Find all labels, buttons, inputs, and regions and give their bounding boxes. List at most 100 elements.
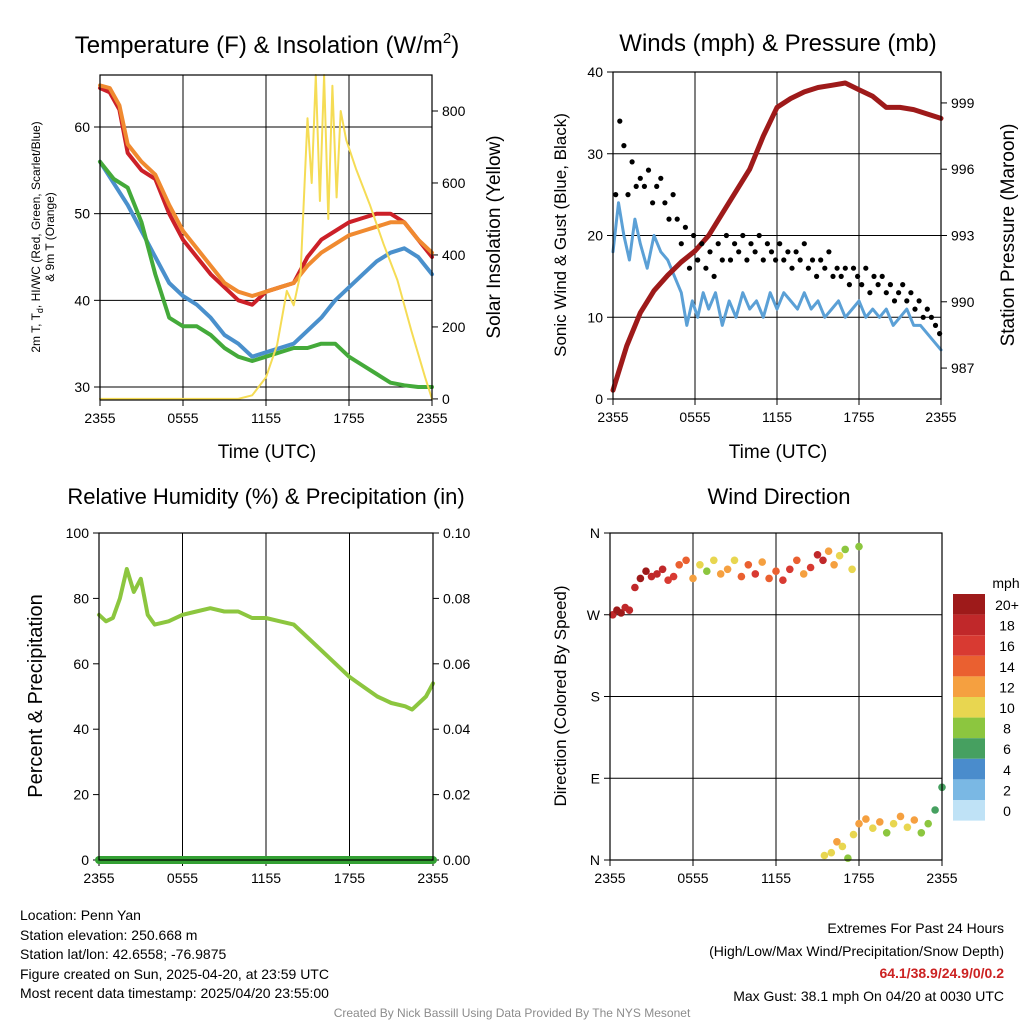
wind-ytick-label: 20 <box>587 228 603 244</box>
direction-point <box>903 823 912 832</box>
colorbar-label: 8 <box>1003 721 1011 737</box>
gust-point <box>777 241 783 247</box>
dir-xtick-label: 1155 <box>761 870 791 886</box>
gust-point <box>834 265 840 271</box>
direction-point <box>723 565 732 574</box>
credit-text: Created By Nick Bassill Using Data Provi… <box>333 1006 691 1020</box>
gust-point <box>678 241 684 247</box>
elevation-text: Station elevation: 250.668 m <box>20 926 198 943</box>
gust-point <box>879 273 885 279</box>
gust-point <box>904 298 910 304</box>
rh-xtick-label: 1155 <box>251 870 281 886</box>
colorbar-swatch <box>953 697 985 718</box>
temp-title-sup: 2 <box>443 30 451 47</box>
wind-y2tick-label: 993 <box>951 228 975 244</box>
temp-y2tick-label: 600 <box>442 175 466 191</box>
direction-point <box>744 561 753 569</box>
temp-title-tail: ) <box>451 32 459 59</box>
gust-point <box>912 306 918 312</box>
direction-point <box>751 570 760 578</box>
gust-point <box>814 273 820 279</box>
gust-point <box>805 265 812 271</box>
gust-point <box>736 249 742 255</box>
gust-point <box>670 192 676 198</box>
wind-xlabel: Time (UTC) <box>729 442 828 463</box>
rh-y2tick-label: 0.08 <box>443 590 470 606</box>
temp-ylabel-line1: 2m T, Td, HI/WC (Red, Green, Scarlet/Blu… <box>29 121 45 352</box>
wind-xtick-label: 0555 <box>679 409 710 425</box>
temp-xtick-label: 1155 <box>251 410 281 426</box>
gust-point <box>838 273 844 279</box>
temp-ylabel-right: Solar Insolation (Yellow) <box>484 135 505 338</box>
dir-ylabel: Direction (Colored By Speed) <box>551 585 570 806</box>
gust-point <box>830 273 836 279</box>
gust-point <box>740 232 746 239</box>
direction-point <box>617 609 625 617</box>
temp-series-insolation <box>99 74 433 400</box>
direction-point <box>838 842 847 851</box>
wind-ytick-label: 0 <box>595 391 603 407</box>
gust-point <box>613 192 619 198</box>
direction-point <box>786 565 794 574</box>
dir-ytick-label: N <box>590 525 600 541</box>
colorbar-swatch <box>953 614 985 636</box>
rh-xtick-label: 0555 <box>167 870 198 886</box>
direction-point <box>716 570 725 578</box>
gust-point <box>801 241 807 247</box>
location-text: Location: Penn Yan <box>20 907 141 923</box>
direction-point <box>896 812 905 821</box>
dir-ylabel-text: Direction (Colored By Speed) <box>551 585 570 806</box>
temp-ylabel-right-text: Solar Insolation (Yellow) <box>484 135 505 338</box>
dir-xtick-label: 0555 <box>677 870 708 886</box>
direction-point <box>848 565 856 574</box>
wind-y2tick-label: 999 <box>951 95 975 111</box>
wind-title: Winds (mph) & Pressure (mb) <box>619 30 936 57</box>
temp-xtick-label: 0555 <box>167 410 198 426</box>
gust-point <box>875 282 881 288</box>
gust-point <box>809 257 816 263</box>
temp-ylabel: 2m T, Td, HI/WC (Red, Green, Scarlet/Blu… <box>29 121 57 352</box>
colorbar-swatch <box>953 655 985 677</box>
temp-series-wet_bulb <box>98 159 434 359</box>
direction-point <box>827 848 836 857</box>
gust-point <box>723 232 730 239</box>
gust-point <box>637 175 643 181</box>
dir-border <box>609 532 943 861</box>
direction-point <box>819 556 827 565</box>
direction-point <box>631 583 639 592</box>
rh-y2tick-label: 0.04 <box>443 721 470 737</box>
gust-point <box>748 241 754 247</box>
gust-point <box>928 314 935 320</box>
rh-ylabel-text: Percent & Precipitation <box>25 594 47 797</box>
gust-point <box>744 257 750 263</box>
gust-point <box>719 257 725 263</box>
gust-point <box>793 249 799 255</box>
temp-y2tick-label: 200 <box>442 319 466 335</box>
wind-ytick-label: 40 <box>587 64 603 80</box>
gust-point <box>932 322 939 328</box>
rh-ytick-label: 40 <box>73 721 89 737</box>
gust-point <box>883 290 889 296</box>
colorbar-label: 10 <box>999 700 1015 716</box>
gust-point <box>666 216 672 222</box>
temp-xlabel: Time (UTC) <box>218 442 317 463</box>
direction-point <box>931 806 939 814</box>
direction-point <box>653 570 661 578</box>
temp-ytick-label: 30 <box>74 379 90 395</box>
colorbar-swatch <box>953 635 985 656</box>
gust-point <box>900 282 906 288</box>
wind-ylabel: Sonic Wind & Gust (Blue, Black) <box>551 113 570 357</box>
colorbar-swatch <box>953 779 985 800</box>
direction-point <box>889 819 898 828</box>
gust-point <box>617 118 623 124</box>
direction-point <box>658 565 667 574</box>
temp-series-dewpoint <box>98 159 434 389</box>
direction-point <box>833 838 841 846</box>
gust-point <box>621 143 627 149</box>
gust-point <box>645 167 652 173</box>
direction-point <box>855 542 863 551</box>
wind-y2tick-label: 990 <box>951 294 975 310</box>
gust-point <box>732 241 738 247</box>
gust-point <box>781 257 787 263</box>
gust-point <box>760 257 766 263</box>
